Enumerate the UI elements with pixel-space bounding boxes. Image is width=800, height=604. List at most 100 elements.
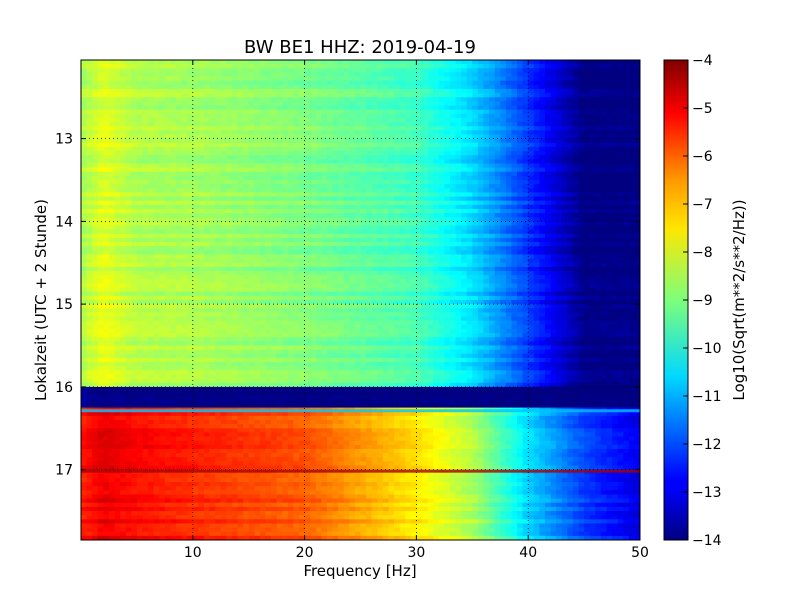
heatmap-cell [589,68,596,73]
heatmap-cell [321,208,328,214]
heatmap-cell [86,171,93,177]
heatmap-cell [416,97,423,102]
heatmap-cell [438,159,445,164]
heatmap-cell [215,208,222,214]
heatmap-cell [444,233,451,239]
heatmap-cell [243,262,250,268]
heatmap-cell [248,84,255,90]
heatmap-cell [449,138,456,144]
heatmap-cell [623,146,630,152]
heatmap-cell [293,196,300,202]
heatmap-cell [377,225,384,231]
heatmap-cell [343,76,350,82]
heatmap-cell [489,258,496,264]
heatmap-cell [494,213,501,218]
heatmap-cell [405,155,412,160]
heatmap-cell [634,146,640,152]
heatmap-cell [192,101,199,106]
heatmap-cell [254,200,261,206]
heatmap-cell [623,200,630,206]
heatmap-cell [595,93,602,98]
heatmap-cell [511,159,518,164]
heatmap-cell [617,155,624,160]
heatmap-cell [623,196,630,202]
heatmap-cell [550,262,557,268]
heatmap-cell [444,192,451,197]
heatmap-cell [461,117,468,123]
heatmap-cell [310,213,317,218]
heatmap-cell [192,217,199,222]
heatmap-cell [354,64,361,69]
heatmap-cell [572,88,579,94]
heatmap-cell [634,229,640,235]
heatmap-cell [343,217,350,222]
heatmap-cell [299,138,305,144]
heatmap-cell [192,188,199,193]
heatmap-cell [517,97,524,102]
heatmap-cell [567,233,574,239]
heatmap-cell [86,163,93,168]
heatmap-cell [310,93,317,98]
heatmap-cell [561,72,568,77]
heatmap-cell [427,175,434,181]
heatmap-cell [125,97,132,102]
heatmap-cell [544,192,551,197]
heatmap-cell [321,171,328,177]
heatmap-cell [159,97,166,102]
heatmap-cell [170,217,177,222]
heatmap-cell [310,72,317,77]
heatmap-cell [148,180,155,185]
heatmap-cell [231,229,238,235]
heatmap-cell [276,146,283,152]
heatmap-cell [595,60,602,65]
heatmap-cell [595,101,602,106]
heatmap-cell [421,76,428,82]
heatmap-cell [528,213,535,218]
heatmap-cell [628,175,635,181]
heatmap-cell [164,126,171,131]
heatmap-cell [187,84,194,90]
heatmap-cell [550,122,557,127]
heatmap-cell [377,146,384,152]
heatmap-cell [354,180,361,185]
heatmap-cell [505,180,512,185]
heatmap-cell [92,138,99,144]
heatmap-cell [438,229,445,235]
heatmap-cell [438,254,445,260]
heatmap-cell [97,254,104,260]
heatmap-cell [237,105,244,111]
heatmap-cell [455,242,462,247]
heatmap-cell [243,159,250,164]
heatmap-cell [276,192,283,197]
heatmap-cell [438,93,445,98]
heatmap-cell [500,225,507,231]
heatmap-cell [237,109,244,115]
heatmap-cell [287,237,294,243]
heatmap-cell [416,204,423,210]
heatmap-cell [215,242,222,247]
heatmap-cell [114,171,121,177]
heatmap-cell [203,250,210,255]
heatmap-cell [181,113,188,119]
heatmap-cell [612,237,619,243]
heatmap-cell [287,217,294,222]
heatmap-cell [444,204,451,210]
heatmap-cell [265,60,272,65]
heatmap-cell [276,80,283,86]
heatmap-cell [416,109,423,115]
heatmap-cell [220,208,227,214]
heatmap-cell [533,159,540,164]
heatmap-cell [600,105,607,111]
heatmap-cell [500,64,507,69]
heatmap-cell [97,101,104,106]
heatmap-cell [326,213,333,218]
heatmap-cell [299,97,305,102]
heatmap-cell [164,221,171,226]
heatmap-cell [528,97,535,102]
heatmap-cell [500,184,507,189]
heatmap-cell [265,254,272,260]
heatmap-cell [382,84,389,90]
heatmap-cell [332,233,339,239]
heatmap-cell [310,254,317,260]
heatmap-cell [472,188,479,193]
